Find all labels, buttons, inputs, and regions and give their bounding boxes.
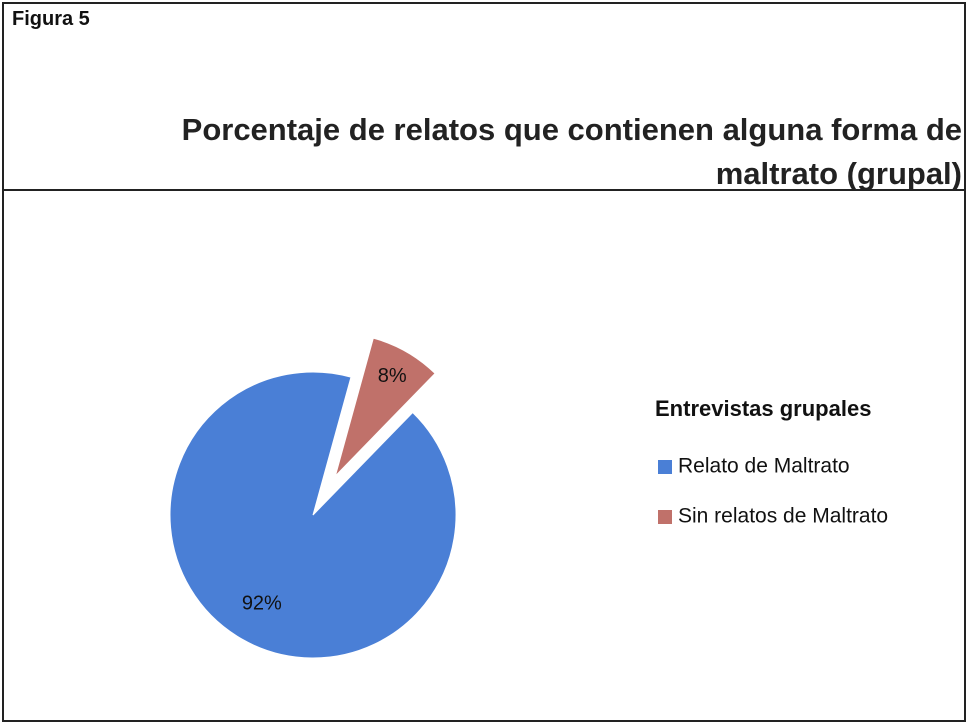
data-label: 8% [378, 365, 407, 387]
pie-slice [169, 371, 457, 659]
legend-label: Sin relatos de Maltrato [678, 505, 888, 528]
legend-label: Relato de Maltrato [678, 455, 850, 478]
chart-title: Porcentaje de relatos que contienen algu… [181, 112, 962, 191]
legend-swatch [658, 460, 672, 474]
data-label: 92% [242, 593, 282, 615]
legend-swatch [658, 510, 672, 524]
figure-label: Figura 5 [12, 8, 90, 30]
pie-slice [334, 337, 436, 477]
separator [2, 189, 966, 191]
legend-title: Entrevistas grupales [655, 396, 871, 421]
